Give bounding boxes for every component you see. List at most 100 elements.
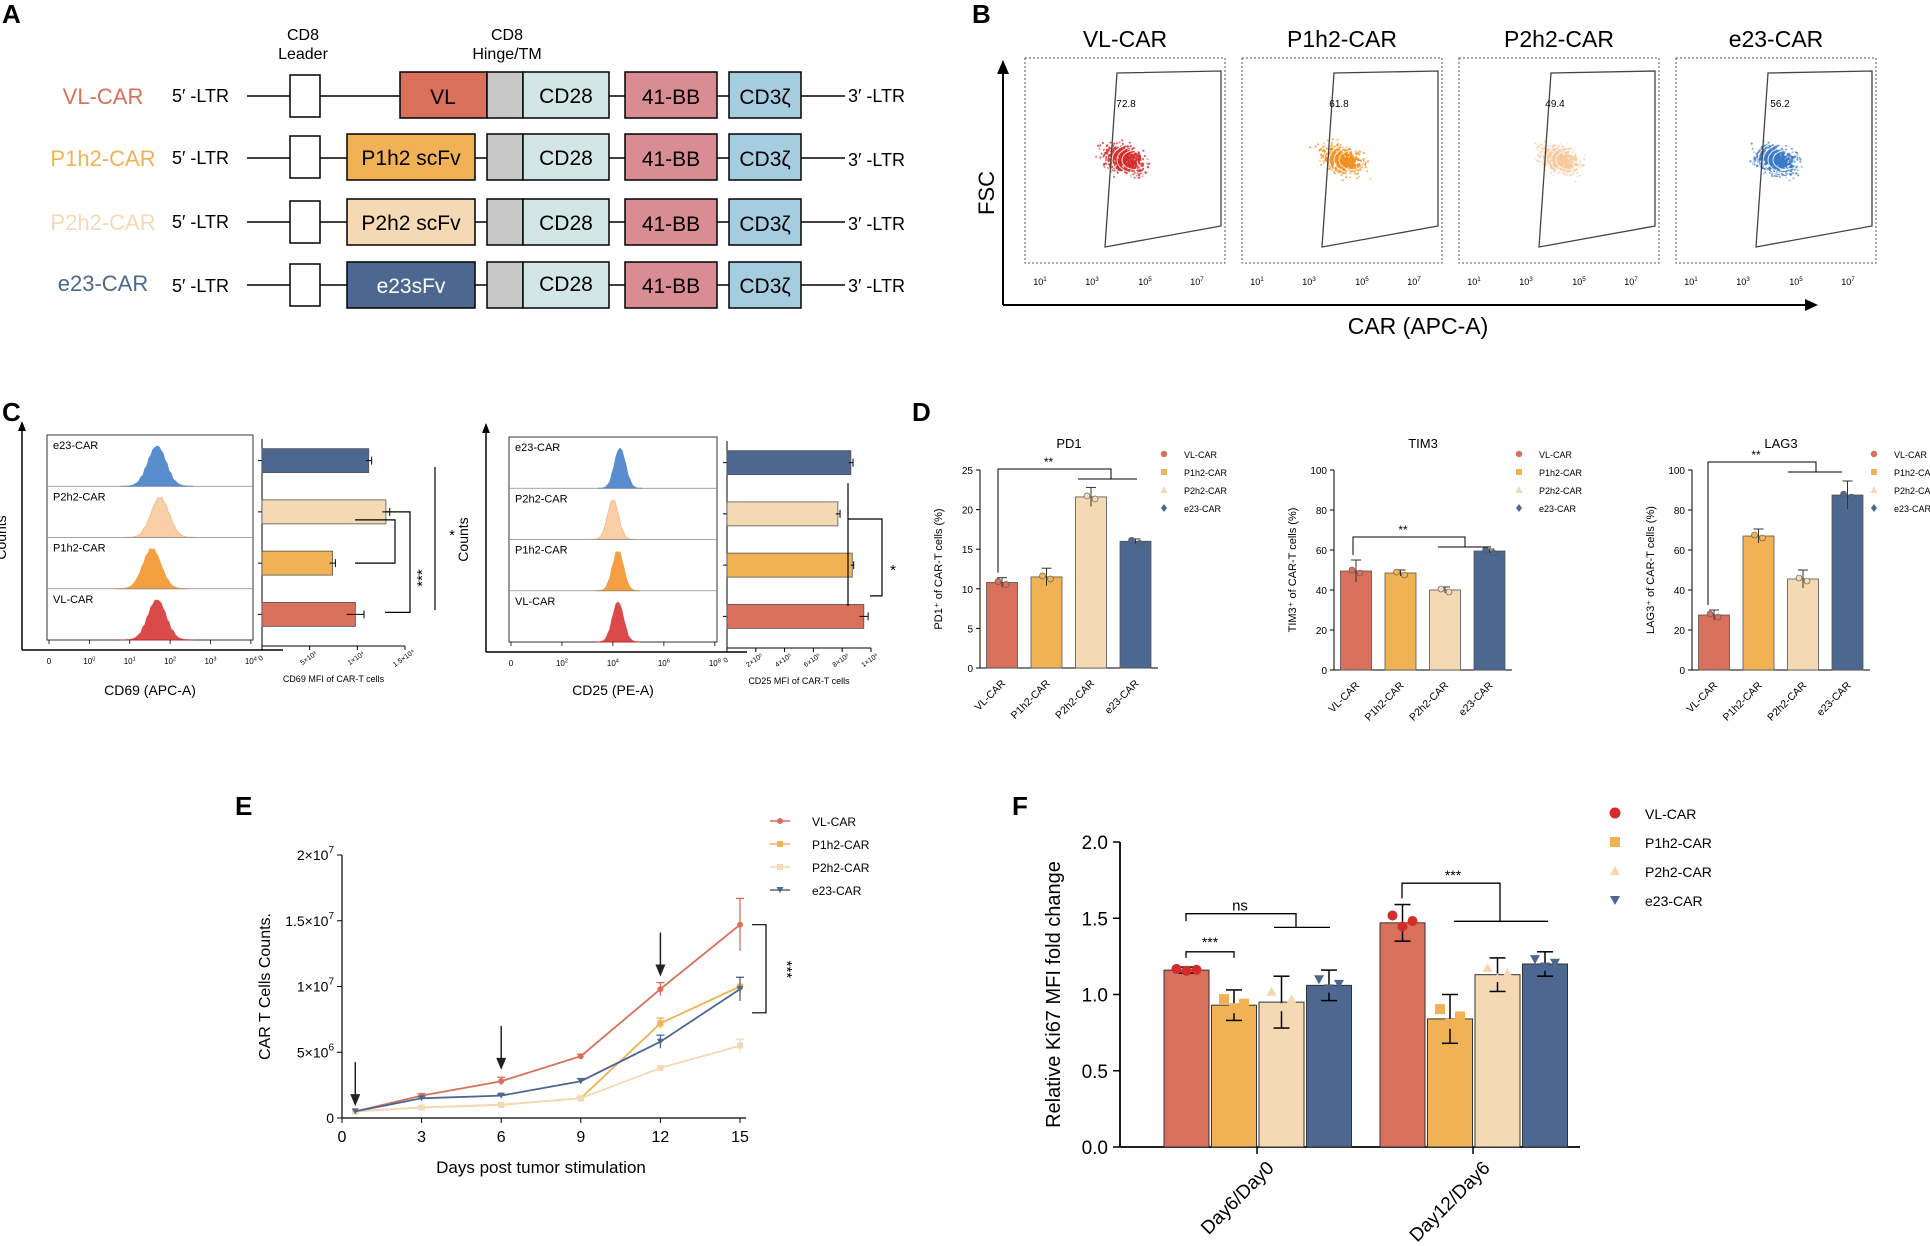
bar-x-tick-label: 5×10³ — [299, 650, 318, 666]
series-line — [355, 985, 741, 1113]
replicate-dot — [1047, 575, 1054, 583]
replicate-dot — [1482, 546, 1489, 554]
flow-dot — [1353, 162, 1356, 165]
flow-dot — [1539, 143, 1542, 146]
flow-dot — [1770, 159, 1773, 162]
hist-tick-label-base: 10 — [164, 657, 173, 666]
flow-dot — [1124, 161, 1127, 164]
replicate-marker — [1540, 962, 1550, 972]
flow-dot — [1141, 162, 1144, 165]
hist-label: P2h2-CAR — [515, 493, 568, 505]
flow-dot — [1571, 172, 1574, 175]
flow-x-tick-exp: 7 — [1417, 276, 1421, 283]
flow-dot — [1356, 177, 1359, 180]
legend-marker — [777, 818, 783, 824]
flow-x-tick-exp: 7 — [1200, 276, 1204, 283]
flow-dot — [1341, 179, 1344, 182]
ltr3-label: 3′ -LTR — [848, 150, 905, 170]
flow-dot — [1772, 165, 1775, 168]
hist-curve — [124, 496, 196, 538]
y-tick-label: 80 — [1674, 506, 1686, 517]
replicate-dot — [1751, 531, 1758, 539]
replicate-dot — [1848, 493, 1855, 501]
legend-label: e23-CAR — [812, 884, 862, 898]
flow-x-tick-exp: 3 — [1529, 276, 1533, 283]
flow-dot — [1353, 170, 1356, 173]
hist-tick-label-base: 0 — [47, 657, 52, 666]
flow-x-tick-base: 10 — [1684, 277, 1694, 287]
flow-dot — [1128, 155, 1131, 158]
hist-tick-label-base: 0 — [509, 659, 514, 668]
legend-label: P2h2-CAR — [1539, 486, 1583, 496]
replicate-marker — [1387, 910, 1398, 921]
flow-x-tick: 107 — [1841, 276, 1855, 287]
ki67-bar — [1163, 969, 1210, 1148]
bar-x-label: CD25 MFI of CAR-T cells — [748, 676, 850, 686]
flow-dot — [1342, 164, 1345, 167]
flow-dot — [1536, 146, 1539, 149]
flow-dot — [1785, 170, 1788, 173]
replicate-dot — [1840, 490, 1847, 498]
flow-dot — [1556, 158, 1559, 161]
flow-dot — [1787, 154, 1790, 157]
flow-dot — [1792, 165, 1795, 168]
scfv-label: VL — [430, 86, 456, 109]
flow-dot — [1790, 161, 1794, 164]
flow-gate — [1321, 70, 1439, 248]
panel-c-label: C — [2, 397, 21, 427]
flow-dot — [1796, 158, 1799, 161]
ltr5-label: 5′ -LTR — [172, 86, 229, 106]
series-marker — [577, 1053, 584, 1060]
flow-dot — [1768, 168, 1771, 171]
legend-label: e23-CAR — [1894, 504, 1930, 514]
replicate-marker — [1286, 994, 1297, 1004]
flow-dot — [1359, 159, 1363, 162]
cd28-label: CD28 — [539, 147, 593, 170]
bar-x-tick-label: 2×10⁵ — [745, 652, 764, 668]
flow-x-tick: 105 — [1138, 276, 1152, 287]
flow-dot — [1364, 161, 1367, 164]
hist-tick-label-exp: 2 — [565, 658, 568, 664]
series-marker — [498, 1101, 505, 1108]
flow-x-tick-exp: 3 — [1746, 276, 1750, 283]
legend-marker — [777, 841, 783, 847]
flow-x-tick: 103 — [1519, 276, 1533, 287]
replicate-dot — [1128, 536, 1135, 544]
legend-label: P2h2-CAR — [1894, 486, 1930, 496]
ltr3-label: 3′ -LTR — [848, 214, 905, 234]
flow-dot — [1780, 162, 1783, 165]
flow-dot — [1119, 169, 1122, 172]
flow-dot — [1137, 166, 1141, 169]
exhaustion-bar — [1787, 578, 1819, 671]
replicate-marker — [1191, 964, 1202, 975]
series-marker — [737, 1042, 743, 1049]
flow-dot — [1569, 163, 1572, 166]
exhaustion-bar — [1340, 570, 1372, 671]
x-tick-label: 3 — [417, 1129, 426, 1146]
y-tick-label: 80 — [1316, 506, 1328, 517]
41bb-label: 41-BB — [642, 275, 700, 298]
exhaustion-bar — [1698, 614, 1730, 671]
bar-x-tick-label: 1×10⁶ — [860, 652, 879, 668]
y-tick-label: 40 — [1674, 586, 1686, 597]
hist-tick-label: 104 — [245, 656, 257, 666]
y-tick-label: 1.5 — [1082, 909, 1108, 930]
replicate-marker — [1435, 1004, 1445, 1015]
flow-dot — [1113, 156, 1116, 159]
flow-dot — [1553, 153, 1556, 156]
flow-dot — [1354, 152, 1357, 155]
flow-dot — [1349, 151, 1352, 154]
replicate-dot — [1803, 577, 1811, 585]
header-hinge-line2: Hinge/TM — [472, 46, 541, 63]
flow-dot — [1570, 163, 1574, 166]
hist-tick-label-base: 10 — [83, 657, 92, 666]
bar-x-label: CD69 MFI of CAR-T cells — [283, 674, 385, 684]
series-marker — [737, 921, 743, 928]
ki67-bar — [1522, 963, 1568, 1148]
41bb-label: 41-BB — [642, 148, 700, 171]
flow-x-tick: 107 — [1624, 276, 1638, 287]
flow-dot — [1775, 158, 1778, 161]
flow-dot — [1538, 160, 1541, 163]
mfi-bar — [261, 601, 356, 627]
exhaustion-bar — [1429, 589, 1461, 671]
